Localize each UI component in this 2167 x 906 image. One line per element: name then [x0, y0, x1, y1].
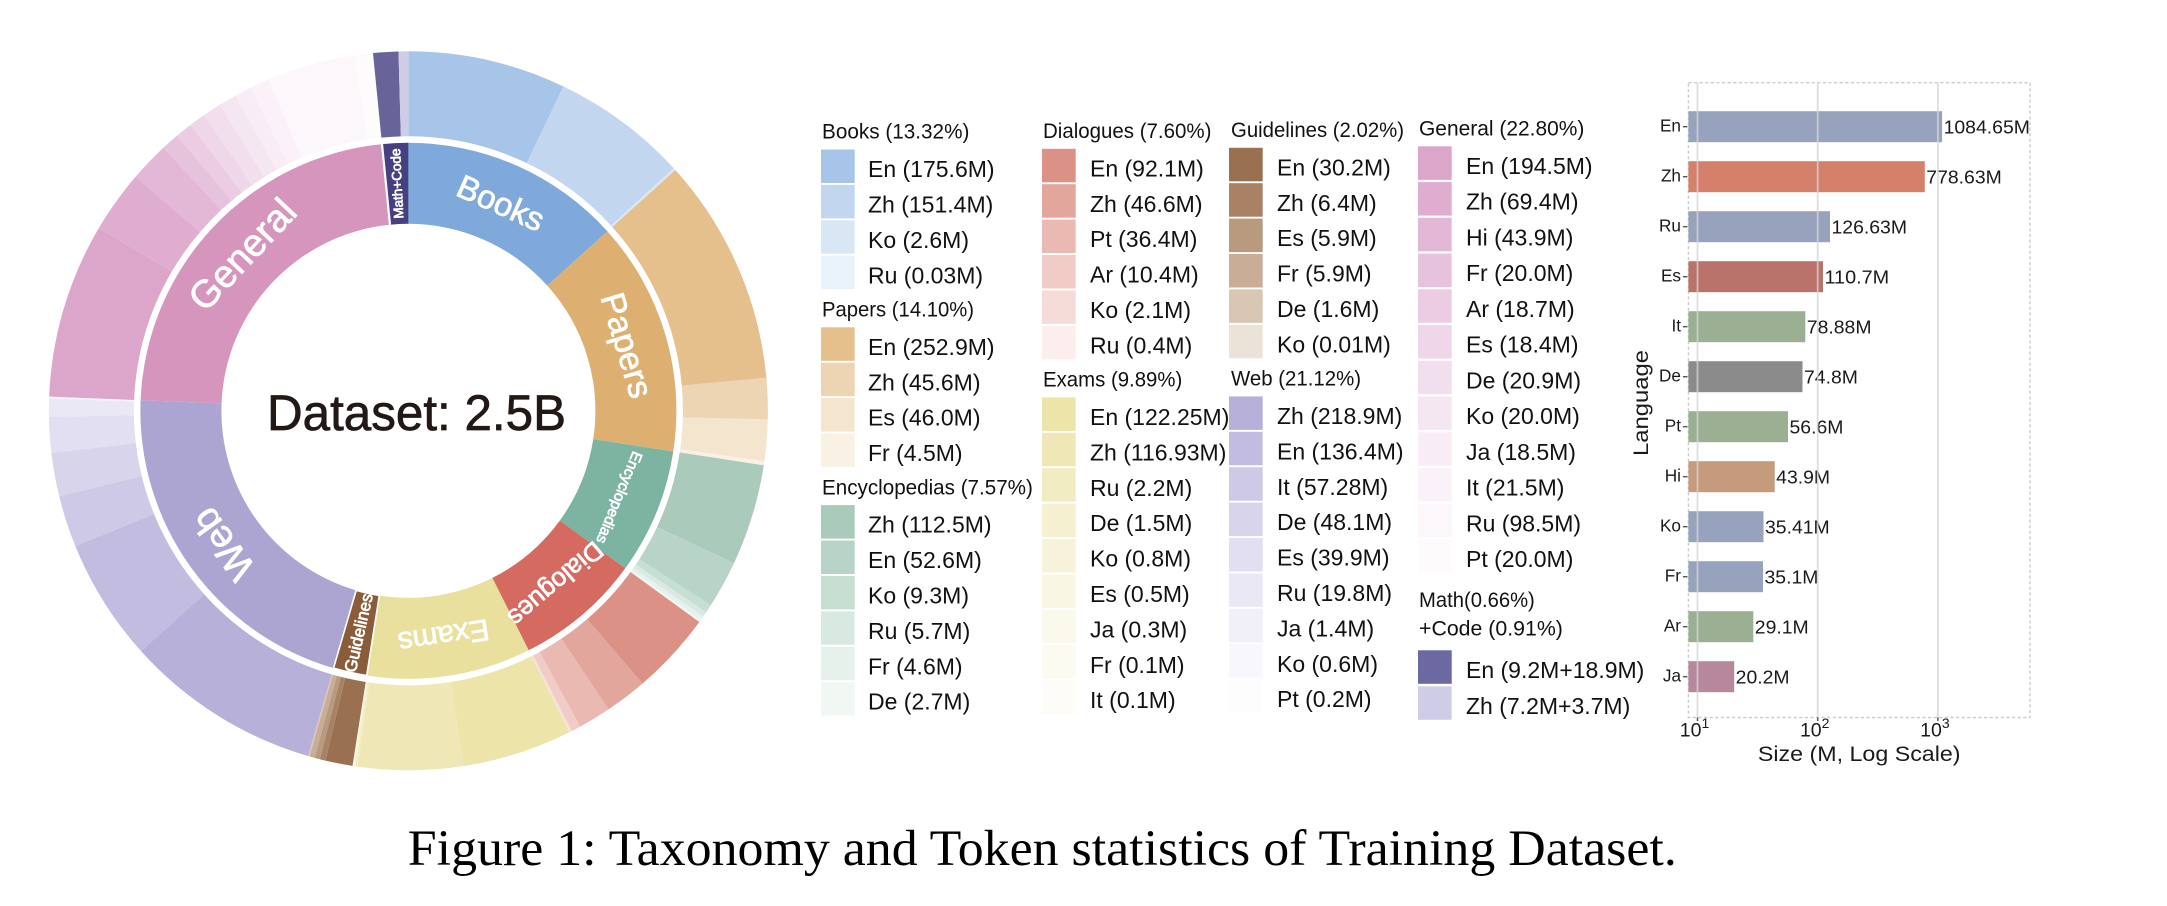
- svg-text:Zh (45.6M): Zh (45.6M): [868, 369, 980, 395]
- svg-text:Pt (20.0M): Pt (20.0M): [1466, 546, 1573, 572]
- svg-text:En (92.1M): En (92.1M): [1090, 155, 1204, 181]
- svg-text:Guidelines (2.02%): Guidelines (2.02%): [1231, 118, 1404, 142]
- svg-text:Es (0.5M): Es (0.5M): [1090, 581, 1190, 607]
- svg-text:Ar (10.4M): Ar (10.4M): [1090, 262, 1199, 288]
- svg-text:Ru (98.5M): Ru (98.5M): [1466, 510, 1581, 536]
- svg-text:Zh (116.93M): Zh (116.93M): [1090, 439, 1226, 465]
- svg-text:De (1.5M): De (1.5M): [1090, 510, 1192, 536]
- svg-text:De (1.6M): De (1.6M): [1277, 296, 1379, 322]
- svg-text:De (48.1M): De (48.1M): [1277, 509, 1392, 535]
- svg-text:78.88M: 78.88M: [1807, 316, 1872, 337]
- svg-text:778.63M: 778.63M: [1926, 166, 2002, 187]
- svg-text:Books (13.32%): Books (13.32%): [822, 120, 969, 144]
- svg-text:General (22.80%): General (22.80%): [1419, 117, 1584, 141]
- svg-text:Es (39.9M): Es (39.9M): [1277, 545, 1389, 571]
- svg-text:Fr (0.1M): Fr (0.1M): [1090, 652, 1185, 678]
- svg-text:Ar (18.7M): Ar (18.7M): [1466, 296, 1575, 322]
- svg-text:Ko (20.0M): Ko (20.0M): [1466, 403, 1580, 429]
- svg-text:Ja (0.3M): Ja (0.3M): [1090, 616, 1187, 642]
- svg-text:It: It: [1671, 315, 1681, 335]
- svg-text:20.2M: 20.2M: [1736, 666, 1790, 687]
- svg-text:Language: Language: [1629, 350, 1653, 456]
- svg-text:35.1M: 35.1M: [1765, 566, 1819, 587]
- svg-text:Ru (0.4M): Ru (0.4M): [1090, 332, 1192, 358]
- svg-text:Zh: Zh: [1661, 165, 1681, 185]
- svg-text:It (21.5M): It (21.5M): [1466, 475, 1564, 501]
- svg-text:Zh (112.5M): Zh (112.5M): [868, 512, 992, 538]
- svg-text:En (252.9M): En (252.9M): [868, 334, 995, 360]
- svg-text:110.7M: 110.7M: [1825, 266, 1890, 287]
- svg-text:35.41M: 35.41M: [1765, 516, 1830, 537]
- svg-text:Pt: Pt: [1665, 415, 1681, 435]
- svg-text:126.63M: 126.63M: [1832, 216, 1908, 237]
- svg-text:Size (M, Log Scale): Size (M, Log Scale): [1758, 743, 1961, 766]
- svg-text:Fr (20.0M): Fr (20.0M): [1466, 260, 1573, 286]
- svg-text:Fr (4.5M): Fr (4.5M): [868, 440, 963, 466]
- svg-text:Fr (4.6M): Fr (4.6M): [868, 653, 963, 679]
- svg-text:Web (21.12%): Web (21.12%): [1231, 367, 1361, 391]
- svg-text:Ru (0.03M): Ru (0.03M): [868, 262, 983, 288]
- svg-text:En (122.25M): En (122.25M): [1090, 404, 1229, 430]
- svg-text:1084.65M: 1084.65M: [1944, 116, 2030, 137]
- svg-text:Pt (36.4M): Pt (36.4M): [1090, 226, 1197, 252]
- svg-text:Exams (9.89%): Exams (9.89%): [1043, 368, 1182, 392]
- svg-text:Ru: Ru: [1659, 215, 1681, 235]
- svg-text:Ja (1.4M): Ja (1.4M): [1277, 615, 1374, 641]
- svg-text:Dialogues (7.60%): Dialogues (7.60%): [1043, 119, 1211, 143]
- svg-text:Pt (0.2M): Pt (0.2M): [1277, 686, 1372, 712]
- svg-text:Ru (19.8M): Ru (19.8M): [1277, 580, 1392, 606]
- svg-text:De (20.9M): De (20.9M): [1466, 367, 1581, 393]
- svg-text:En: En: [1660, 115, 1681, 135]
- svg-text:43.9M: 43.9M: [1776, 466, 1830, 487]
- svg-text:Hi (43.9M): Hi (43.9M): [1466, 224, 1573, 250]
- svg-text:Dataset: 2.5B: Dataset: 2.5B: [267, 385, 566, 441]
- svg-text:+Code (0.91%): +Code (0.91%): [1419, 617, 1563, 641]
- svg-text:Ko (2.6M): Ko (2.6M): [868, 227, 969, 253]
- svg-text:Encyclopedias (7.57%): Encyclopedias (7.57%): [822, 475, 1033, 499]
- svg-text:Math(0.66%): Math(0.66%): [1419, 588, 1535, 612]
- svg-text:Exams: Exams: [396, 612, 492, 659]
- svg-text:Papers (14.10%): Papers (14.10%): [822, 298, 974, 322]
- svg-text:It (0.1M): It (0.1M): [1090, 687, 1176, 713]
- svg-text:Ko: Ko: [1660, 515, 1681, 535]
- svg-text:En (194.5M): En (194.5M): [1466, 153, 1593, 179]
- svg-text:Zh (6.4M): Zh (6.4M): [1277, 190, 1377, 216]
- svg-text:Zh (46.6M): Zh (46.6M): [1090, 191, 1202, 217]
- svg-text:Ar: Ar: [1664, 615, 1681, 635]
- svg-text:Es (18.4M): Es (18.4M): [1466, 332, 1578, 358]
- svg-text:Ru (2.2M): Ru (2.2M): [1090, 475, 1192, 501]
- svg-text:De: De: [1659, 365, 1681, 385]
- svg-text:Zh (69.4M): Zh (69.4M): [1466, 189, 1578, 215]
- svg-text:Ko (0.6M): Ko (0.6M): [1277, 651, 1378, 677]
- svg-text:Zh (151.4M): Zh (151.4M): [868, 192, 993, 218]
- svg-text:En (52.6M): En (52.6M): [868, 547, 982, 573]
- svg-text:Ru (5.7M): Ru (5.7M): [868, 618, 970, 644]
- svg-text:Ko (0.8M): Ko (0.8M): [1090, 546, 1191, 572]
- svg-text:Ja: Ja: [1663, 665, 1682, 685]
- svg-text:En (30.2M): En (30.2M): [1277, 154, 1391, 180]
- svg-text:29.1M: 29.1M: [1755, 616, 1809, 637]
- svg-text:56.6M: 56.6M: [1790, 416, 1844, 437]
- svg-text:Hi: Hi: [1665, 465, 1681, 485]
- svg-text:Ko (0.01M): Ko (0.01M): [1277, 331, 1391, 357]
- svg-text:Es (46.0M): Es (46.0M): [868, 405, 980, 431]
- svg-text:Fr: Fr: [1665, 565, 1681, 585]
- svg-text:Ko (9.3M): Ko (9.3M): [868, 583, 969, 609]
- svg-text:En (136.4M): En (136.4M): [1277, 438, 1404, 464]
- svg-text:En (9.2M+18.9M): En (9.2M+18.9M): [1466, 657, 1644, 683]
- svg-text:Figure 1: Taxonomy and Token s: Figure 1: Taxonomy and Token statistics …: [408, 821, 1677, 877]
- svg-text:Math+Code: Math+Code: [388, 148, 406, 219]
- svg-text:Es: Es: [1661, 265, 1681, 285]
- svg-text:Zh (7.2M+3.7M): Zh (7.2M+3.7M): [1466, 693, 1630, 719]
- svg-text:Ja (18.5M): Ja (18.5M): [1466, 439, 1576, 465]
- svg-text:It (57.28M): It (57.28M): [1277, 474, 1388, 500]
- svg-text:Fr (5.9M): Fr (5.9M): [1277, 261, 1372, 287]
- svg-text:Ko (2.1M): Ko (2.1M): [1090, 297, 1191, 323]
- svg-text:74.8M: 74.8M: [1804, 366, 1858, 387]
- svg-text:Zh (218.9M): Zh (218.9M): [1277, 403, 1402, 429]
- svg-text:En (175.6M): En (175.6M): [868, 156, 995, 182]
- svg-text:De (2.7M): De (2.7M): [868, 689, 970, 715]
- svg-text:Es (5.9M): Es (5.9M): [1277, 225, 1377, 251]
